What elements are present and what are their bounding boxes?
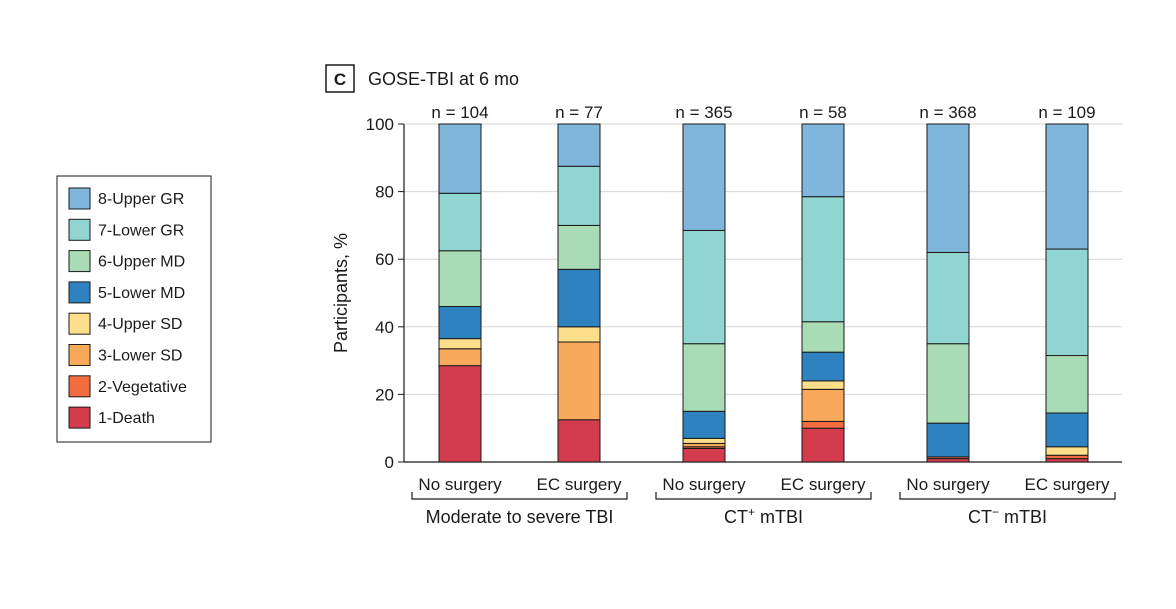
bar-segment bbox=[801, 420, 845, 429]
bar-segment bbox=[682, 447, 726, 463]
legend-label: 1-Death bbox=[98, 410, 155, 427]
group-label: CT+ mTBI bbox=[724, 505, 803, 527]
x-tick-labels: No surgery EC surgery No surgery EC surgery… bbox=[418, 475, 1110, 494]
bar-segment bbox=[1045, 123, 1089, 250]
y-tick-label: 20 bbox=[375, 385, 394, 404]
y-tick-label: 40 bbox=[375, 318, 394, 337]
group-label: Moderate to severe TBI bbox=[426, 507, 614, 527]
bar-segment bbox=[801, 427, 845, 463]
y-tick-label: 0 bbox=[385, 453, 394, 472]
bar-segment bbox=[1045, 446, 1089, 456]
x-tick-label: No surgery bbox=[418, 475, 502, 494]
bar-segment bbox=[1045, 248, 1089, 357]
bar-segment bbox=[1045, 412, 1089, 448]
bars bbox=[438, 123, 1089, 463]
bar-segment bbox=[682, 229, 726, 345]
bar-segment bbox=[926, 343, 970, 424]
grid-lines bbox=[403, 123, 1122, 463]
n-label: n = 109 bbox=[1038, 103, 1095, 122]
y-axis-label: Participants, % bbox=[331, 233, 351, 353]
bar-segment bbox=[1045, 458, 1089, 463]
bar-segment bbox=[926, 251, 970, 345]
bar-segment bbox=[557, 165, 601, 226]
bar-segment bbox=[557, 268, 601, 328]
bar-segment bbox=[682, 437, 726, 444]
y-tick-labels: 0 20 40 60 80 100 bbox=[366, 115, 404, 472]
bar-segment bbox=[801, 351, 845, 382]
bar-segment bbox=[438, 192, 482, 252]
bar-segment bbox=[801, 123, 845, 198]
y-tick-label: 60 bbox=[375, 250, 394, 269]
group-bracket bbox=[655, 492, 872, 500]
n-label: n = 58 bbox=[799, 103, 847, 122]
bar-segment bbox=[438, 306, 482, 340]
bar-segment bbox=[926, 422, 970, 458]
legend: 8-Upper GR 7-Lower GR 6-Upper MD 5-Lower MD… bbox=[56, 175, 212, 443]
legend-frame bbox=[56, 175, 212, 443]
bar-segment bbox=[926, 123, 970, 253]
panel-letter: C bbox=[334, 70, 346, 89]
bar-segment bbox=[682, 343, 726, 412]
bar-segment bbox=[1045, 454, 1089, 460]
bar-segment bbox=[682, 123, 726, 231]
n-labels: n = 104 n = 77 n = 365 n = 58 n = 368 n = 109 bbox=[431, 103, 1095, 122]
bar-segment bbox=[438, 250, 482, 308]
legend-swatch bbox=[68, 187, 91, 210]
bar-segment bbox=[557, 341, 601, 421]
legend-swatch bbox=[68, 218, 91, 241]
bar-segment bbox=[926, 458, 970, 463]
legend-swatch bbox=[68, 281, 91, 304]
x-tick-label: EC surgery bbox=[780, 475, 866, 494]
bar-segment bbox=[438, 365, 482, 463]
bar-segment bbox=[801, 196, 845, 323]
legend-label: 6-Upper MD bbox=[98, 254, 185, 271]
legend-label: 2-Vegetative bbox=[98, 379, 187, 396]
bar-segment bbox=[801, 388, 845, 422]
bar-segment bbox=[1045, 355, 1089, 414]
legend-label: 8-Upper GR bbox=[98, 191, 184, 208]
legend-label: 7-Lower GR bbox=[98, 222, 184, 239]
x-tick-label: EC surgery bbox=[536, 475, 622, 494]
x-tick-label: No surgery bbox=[906, 475, 990, 494]
panel-letter-box bbox=[325, 64, 355, 93]
x-tick-label: EC surgery bbox=[1024, 475, 1110, 494]
legend-swatch bbox=[68, 375, 91, 398]
chart-title: GOSE-TBI at 6 mo bbox=[368, 69, 519, 89]
bar-segment bbox=[801, 321, 845, 353]
bar-segment bbox=[801, 380, 845, 390]
bar-segment bbox=[557, 123, 601, 167]
group-bracket bbox=[411, 492, 628, 500]
group-labels: Moderate to severe TBI CT+ mTBI CT− mTBI bbox=[411, 492, 1116, 527]
legend-swatch bbox=[68, 312, 91, 335]
bar-segment bbox=[557, 326, 601, 343]
bar-segment bbox=[682, 410, 726, 439]
n-label: n = 77 bbox=[555, 103, 603, 122]
y-tick-label: 100 bbox=[366, 115, 394, 134]
group-label: CT− mTBI bbox=[968, 505, 1047, 527]
group-bracket bbox=[899, 492, 1116, 500]
legend-label: 3-Lower SD bbox=[98, 348, 182, 365]
bar-segment bbox=[682, 442, 726, 448]
legend-swatch bbox=[68, 344, 91, 366]
legend-swatch bbox=[68, 250, 91, 273]
bar-segment bbox=[438, 123, 482, 194]
bar-segment bbox=[557, 419, 601, 463]
legend-label: 5-Lower MD bbox=[98, 285, 185, 302]
y-tick-label: 80 bbox=[375, 183, 394, 202]
bar-segment bbox=[557, 224, 601, 270]
n-label: n = 104 bbox=[431, 103, 488, 122]
bar-segment bbox=[438, 338, 482, 350]
n-label: n = 365 bbox=[675, 103, 732, 122]
legend-label: 4-Upper SD bbox=[98, 316, 182, 333]
bar-segment bbox=[438, 348, 482, 367]
n-label: n = 368 bbox=[919, 103, 976, 122]
x-tick-label: No surgery bbox=[662, 475, 746, 494]
legend-swatch bbox=[68, 406, 91, 429]
